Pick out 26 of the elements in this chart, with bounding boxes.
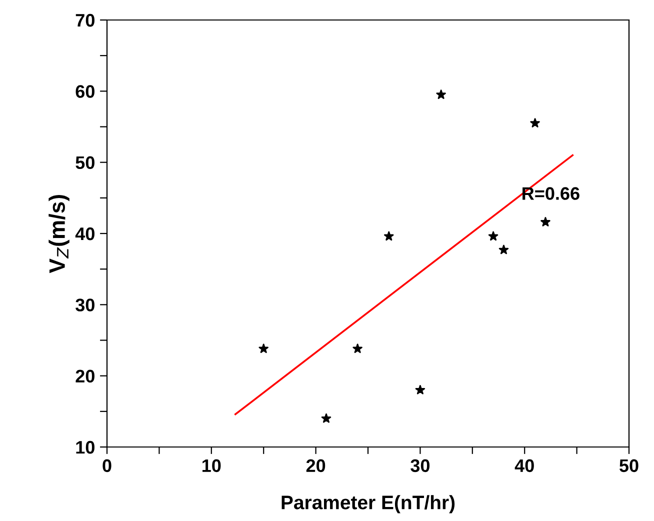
- point: [436, 90, 446, 99]
- x-axis-title: Parameter E(nT/hr): [282, 495, 455, 514]
- x-tick-label: 0: [102, 459, 112, 472]
- x-tick-label: 10: [202, 459, 221, 472]
- point: [321, 413, 332, 423]
- point: [384, 231, 394, 241]
- y-tick-label: 70: [76, 14, 94, 27]
- y-tick-label: 60: [76, 85, 94, 98]
- point: [488, 231, 498, 241]
- x-tick-label: 50: [620, 459, 638, 472]
- point: [498, 244, 509, 254]
- point: [258, 344, 268, 354]
- x-tick-label: 20: [306, 459, 326, 472]
- y-axis-title: V$_{Z}$(m/s): [48, 194, 70, 274]
- y-tick-label: 50: [76, 156, 94, 170]
- y-tick-label: 20: [76, 370, 94, 383]
- x-tick-label: 30: [410, 459, 430, 472]
- point: [540, 217, 550, 226]
- x-tick-label: 40: [514, 459, 534, 472]
- point: [415, 384, 426, 394]
- point: [530, 118, 540, 128]
- y-tick-label: 40: [75, 227, 94, 240]
- y-tick-label: 10: [76, 440, 94, 454]
- y-tick-label: 30: [76, 298, 94, 312]
- point: [352, 344, 362, 354]
- annotation: R=0.66: [522, 187, 580, 200]
